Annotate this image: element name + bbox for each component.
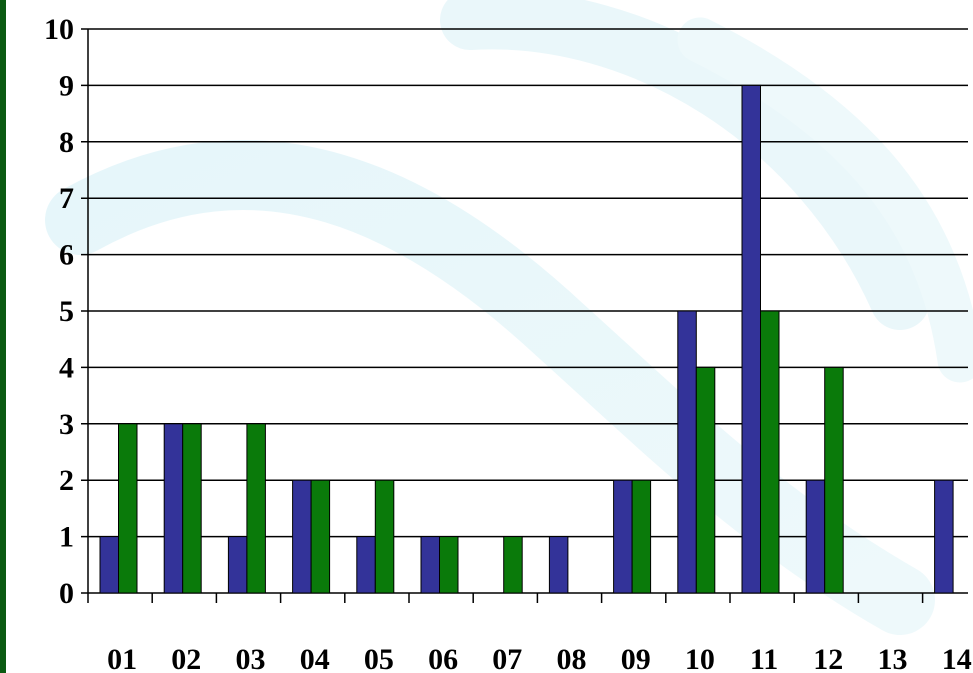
bar <box>118 423 138 594</box>
x-tick-label: 06 <box>428 643 458 673</box>
y-tick-labels: 0 1 2 3 4 5 6 7 8 9 10 <box>44 13 74 610</box>
bar <box>824 366 844 594</box>
y-tick-label: 1 <box>59 521 74 554</box>
x-tick-label: 10 <box>685 643 715 673</box>
bar <box>163 423 184 594</box>
x-tick-label: 13 <box>878 643 908 673</box>
x-tick-label: 12 <box>813 643 843 673</box>
y-tick-label: 7 <box>59 182 74 215</box>
x-tick-label: 03 <box>236 643 266 673</box>
bar <box>760 310 780 594</box>
bar <box>695 366 716 594</box>
bar <box>420 536 440 594</box>
bar <box>246 423 266 594</box>
y-tick-label: 3 <box>59 408 74 441</box>
bar <box>677 310 697 594</box>
bars <box>99 84 954 594</box>
y-tick-label: 5 <box>59 295 74 328</box>
x-tick-label: 07 <box>492 643 522 673</box>
y-tick-label: 2 <box>59 464 74 497</box>
bar <box>934 479 954 594</box>
bar <box>99 536 119 594</box>
left-border-strip <box>0 0 6 673</box>
bar <box>613 479 633 594</box>
x-tick-label: 05 <box>364 643 394 673</box>
x-tick-label: 08 <box>557 643 587 673</box>
bar <box>310 479 331 594</box>
bar <box>182 423 202 594</box>
y-tick-label: 8 <box>59 126 74 159</box>
x-tick-label: 04 <box>300 643 330 673</box>
bar <box>805 479 826 594</box>
bar <box>292 479 312 594</box>
x-tick-label: 14 <box>942 643 972 673</box>
x-tick-label: 02 <box>171 643 201 673</box>
y-tick-label: 10 <box>44 13 74 46</box>
bar <box>631 479 652 594</box>
y-tick-label: 0 <box>59 577 74 610</box>
y-tick-label: 6 <box>59 239 74 272</box>
bar <box>227 536 248 594</box>
x-tick-label: 09 <box>621 643 651 673</box>
bar <box>741 84 761 594</box>
x-tick-label: 11 <box>750 643 778 673</box>
bar <box>548 536 569 594</box>
bar <box>503 536 523 594</box>
bar <box>374 479 395 594</box>
y-tick-label: 9 <box>59 69 74 102</box>
bar <box>439 536 459 594</box>
bar <box>356 536 376 594</box>
y-tick-label: 4 <box>59 351 74 384</box>
x-tick-labels: 01 02 03 04 05 06 07 08 09 10 11 12 13 14 <box>107 643 972 673</box>
x-tick-label: 01 <box>107 643 137 673</box>
